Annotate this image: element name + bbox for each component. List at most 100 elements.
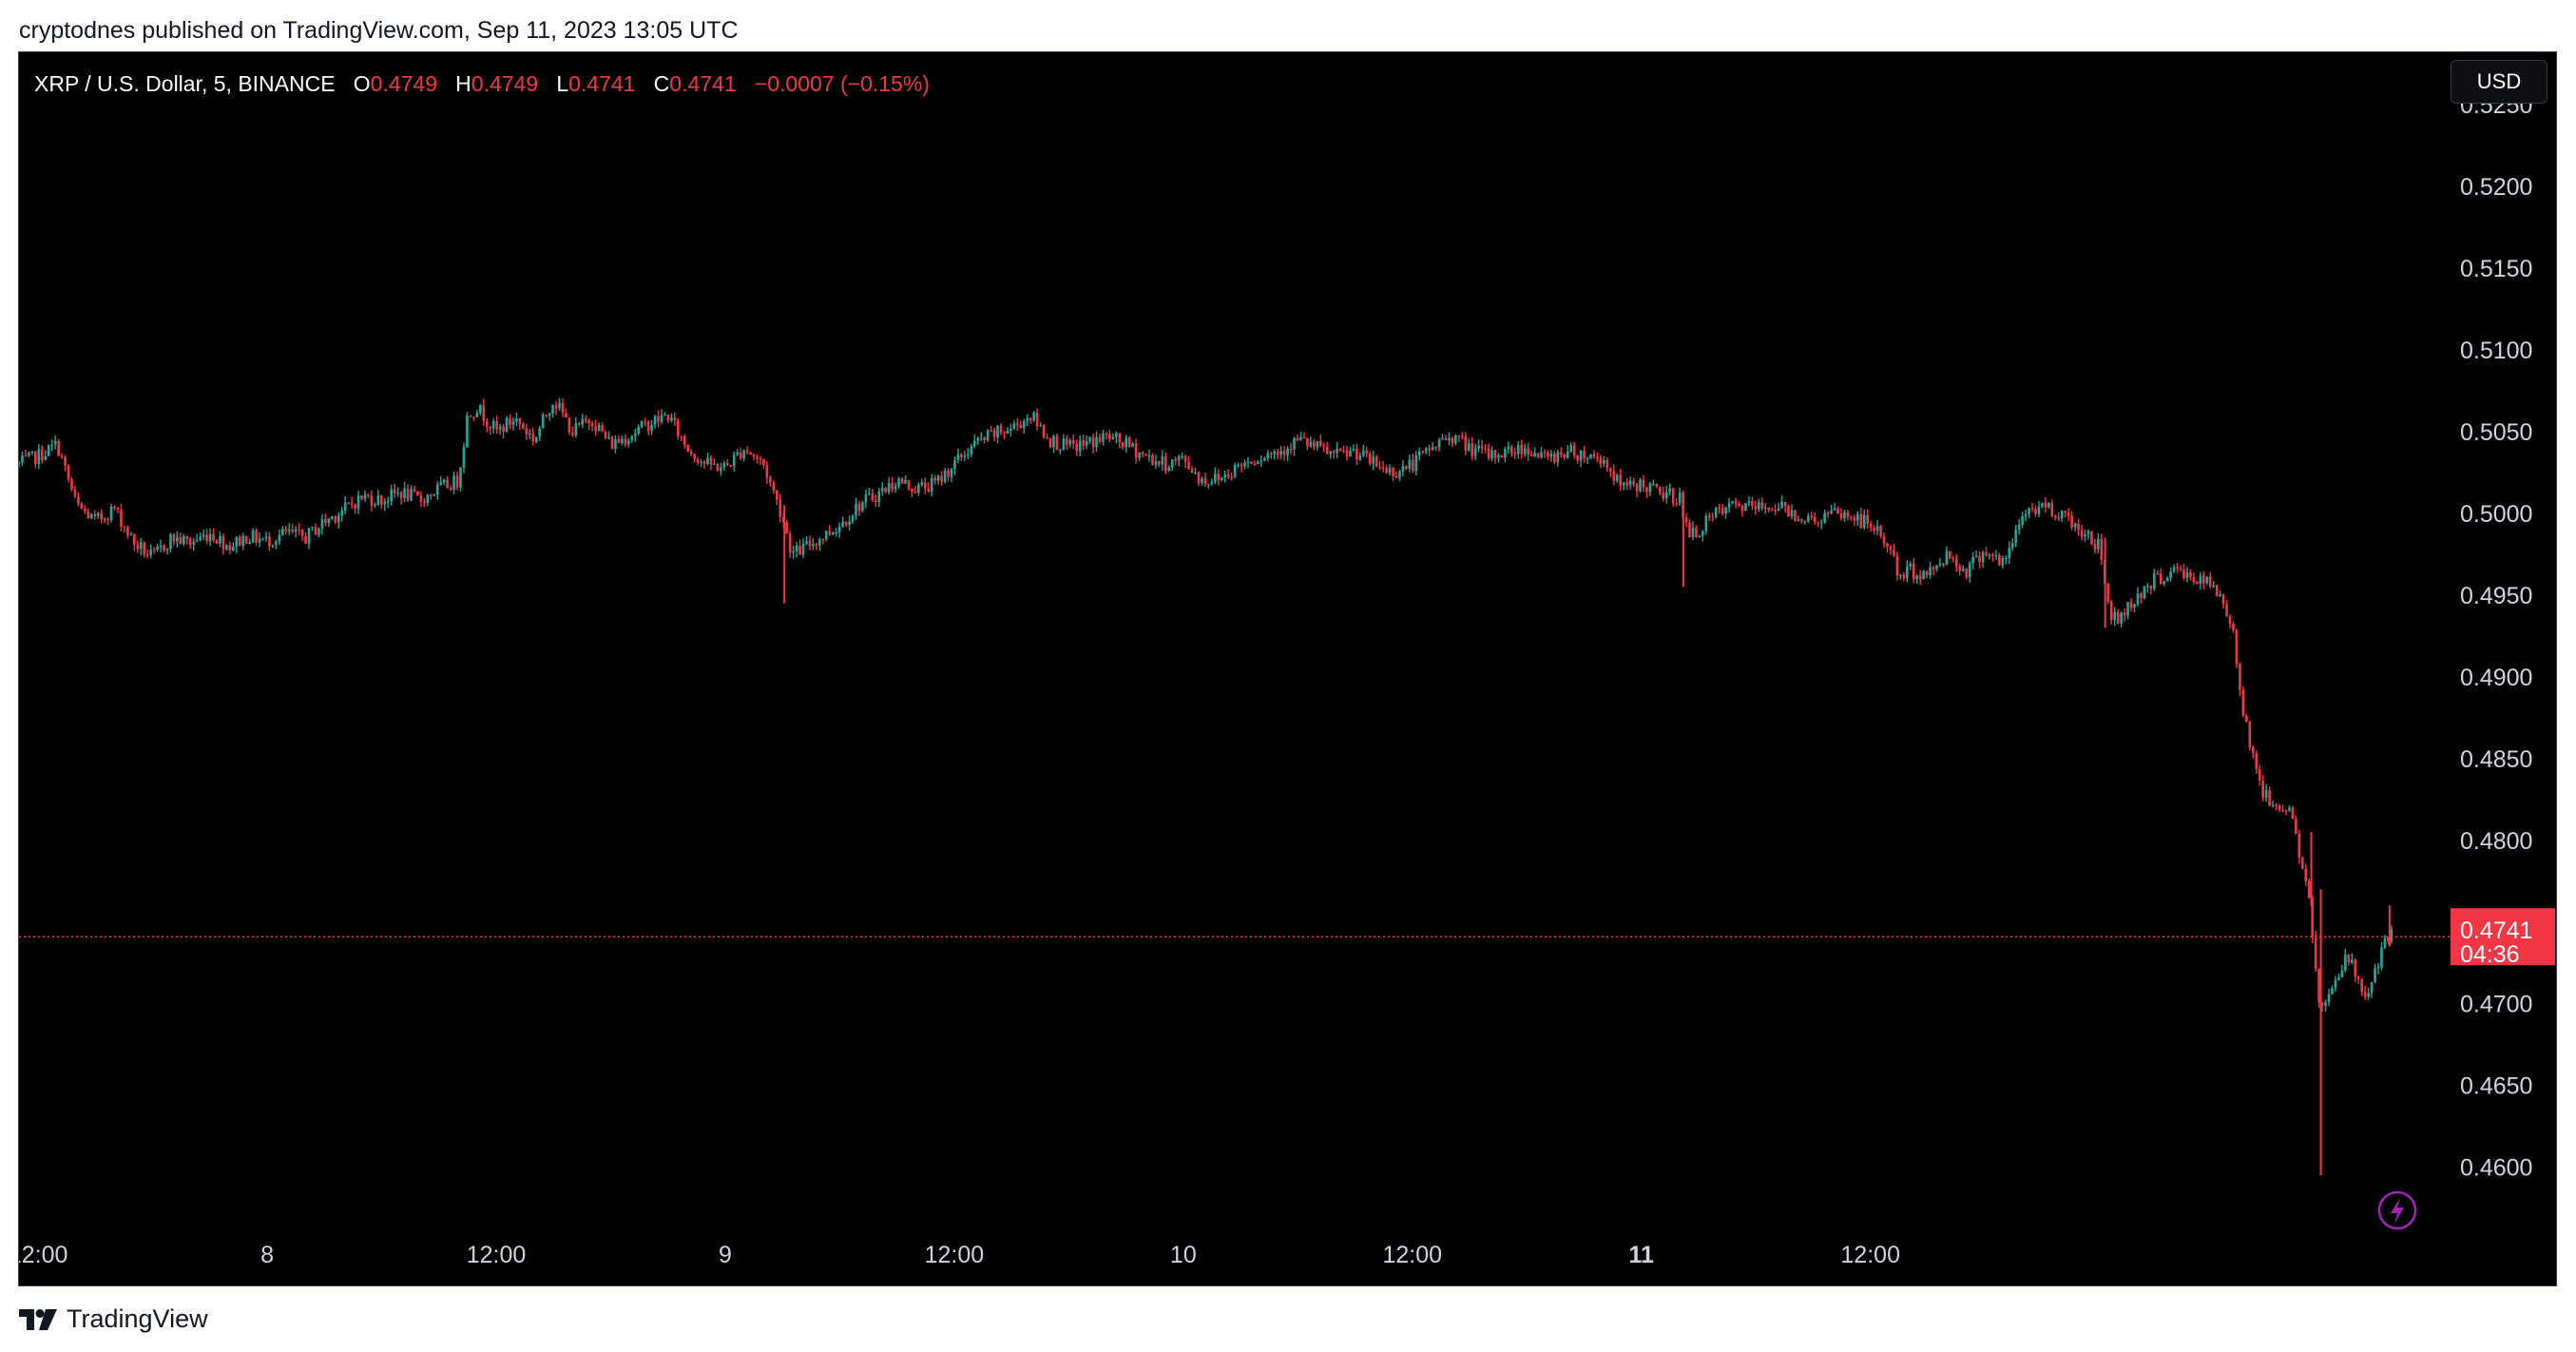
footer-brand[interactable]: TradingView: [67, 1304, 208, 1333]
candle-body: [2163, 581, 2165, 585]
candle-body: [149, 549, 152, 555]
candle-body: [907, 479, 911, 489]
candle-body: [2370, 981, 2374, 994]
candle-body: [2100, 538, 2104, 560]
symbol-name[interactable]: XRP / U.S. Dollar, 5, BINANCE: [34, 71, 336, 96]
candle-body: [2278, 805, 2281, 810]
candle-body: [307, 528, 311, 544]
candle-body: [1059, 449, 1062, 452]
candle-body: [2192, 577, 2196, 582]
candle-body: [571, 433, 574, 435]
currency-button[interactable]: USD: [2451, 60, 2547, 104]
candle-body: [1102, 433, 1105, 442]
candle-body: [169, 533, 172, 550]
tradingview-logo-icon[interactable]: [19, 1308, 57, 1330]
candle-body: [739, 452, 742, 458]
candle-body: [1823, 512, 1826, 523]
candle-body: [515, 418, 518, 422]
candle-body: [788, 533, 792, 553]
candle-body: [2327, 994, 2331, 1003]
candle-body: [769, 477, 772, 483]
candle-body: [1560, 452, 1563, 454]
lightning-icon[interactable]: [2377, 1190, 2417, 1230]
candle-body: [2034, 509, 2037, 514]
candle-body: [2241, 689, 2245, 716]
time-axis[interactable]: 12:00 8 12:00 9 12:00 10 12:00 11 12:00: [19, 1190, 2417, 1268]
candle-body: [1817, 521, 1819, 524]
price-axis[interactable]: 0.46000.46500.47000.47500.48000.48500.49…: [2451, 92, 2555, 1182]
close-value: 0.4741: [669, 71, 737, 96]
candle-body: [1523, 448, 1527, 454]
candle-body: [1684, 517, 1688, 523]
candle-body: [1754, 505, 1758, 510]
candle-body: [264, 536, 268, 539]
candle-body: [857, 503, 861, 512]
candle-body: [986, 430, 990, 441]
candle-body: [696, 458, 700, 463]
candle-body: [1352, 448, 1355, 451]
candle-body: [917, 484, 920, 493]
candle-body: [1543, 452, 1547, 454]
candle-body: [904, 479, 907, 484]
candle-body: [624, 438, 627, 445]
candle-body: [123, 527, 126, 529]
candle-body: [1289, 448, 1293, 451]
candle-body: [426, 494, 430, 504]
candle-body: [1830, 510, 1833, 513]
candle-body: [2185, 571, 2189, 579]
candle-body: [1039, 425, 1042, 427]
candle-body: [2084, 534, 2086, 537]
candle-body: [183, 535, 185, 544]
candle-body: [1553, 454, 1556, 463]
candle-body: [485, 420, 489, 427]
open-label: O: [353, 71, 371, 96]
candle-body: [1190, 469, 1194, 473]
candle-body: [87, 511, 90, 519]
candle-body: [1767, 507, 1771, 511]
candle-body: [1378, 467, 1381, 469]
candle-body: [967, 454, 970, 456]
candle-body: [2219, 594, 2221, 596]
close-label: C: [653, 71, 670, 96]
candle-body: [1727, 503, 1731, 508]
candle-body: [1704, 515, 1708, 531]
candle-body: [80, 503, 84, 509]
candle-body: [808, 541, 812, 547]
candle-body: [1098, 436, 1102, 442]
candle-body: [2041, 502, 2044, 507]
candle-body: [1134, 443, 1138, 458]
candle-body: [2284, 810, 2288, 812]
candle-body: [2189, 571, 2192, 578]
candle-body: [1615, 474, 1619, 481]
candle-body: [953, 459, 956, 469]
candle-body: [861, 502, 864, 512]
candle-body: [459, 467, 462, 488]
candle-body: [1998, 554, 2001, 566]
candle-body: [2152, 573, 2156, 589]
candle-body: [238, 536, 241, 546]
candle-body: [880, 487, 884, 492]
candle-body: [1388, 468, 1392, 473]
price-chart[interactable]: 0.46000.46500.47000.47500.48000.48500.49…: [19, 52, 2556, 1285]
candle-body: [590, 423, 594, 427]
candle-body: [320, 519, 324, 529]
chart-pane[interactable]: 0.46000.46500.47000.47500.48000.48500.49…: [18, 51, 2557, 1286]
candle-body: [601, 425, 604, 432]
candle-body: [44, 455, 48, 460]
x-tick-label: 11: [1629, 1242, 1655, 1268]
candle-body: [848, 521, 851, 525]
candle-body: [716, 463, 720, 472]
candle-body: [644, 421, 646, 423]
candle-body: [188, 538, 192, 545]
candle-body: [1978, 555, 1981, 563]
candle-body: [2086, 531, 2090, 535]
candle-body: [1711, 516, 1715, 518]
candle-body: [2367, 993, 2370, 997]
candle-body: [251, 530, 255, 543]
candle-body: [1118, 433, 1122, 443]
candle-body: [449, 488, 452, 491]
candle-body: [1329, 451, 1332, 454]
candle-body: [1240, 464, 1243, 467]
candle-body: [47, 445, 50, 456]
candle-body: [165, 549, 169, 550]
